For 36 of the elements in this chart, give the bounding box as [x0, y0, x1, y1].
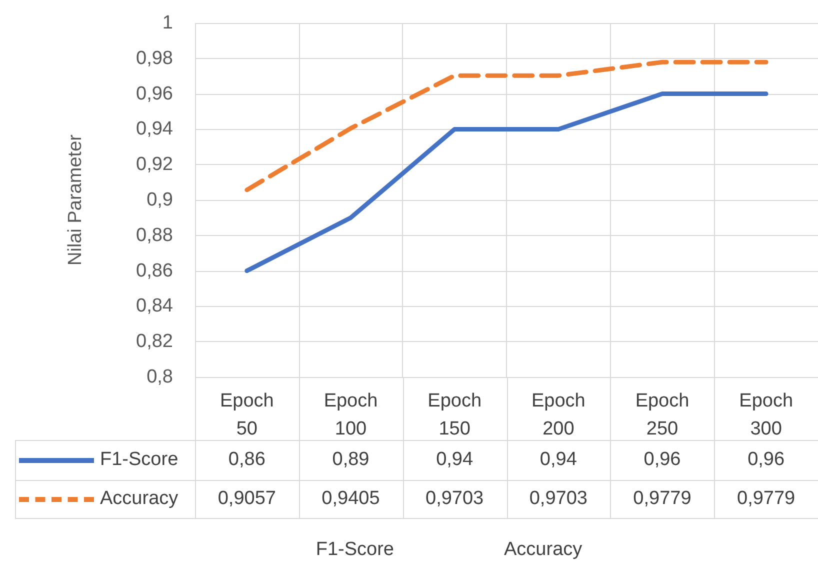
- legend-label: Accuracy: [100, 488, 178, 510]
- data-label: 0,9703: [528, 487, 588, 511]
- data-label: 0,86: [227, 448, 266, 472]
- y-tick-label: 0,84: [136, 296, 174, 317]
- y-tick-label: 0,96: [136, 83, 173, 104]
- data-label: 0,94: [538, 448, 578, 472]
- y-tick-label: 0,88: [136, 224, 173, 246]
- y-tick-label: 0,86: [136, 260, 173, 282]
- y-tick-label: 1: [162, 12, 173, 34]
- x-tick-label: Epoch 50: [220, 390, 274, 440]
- y-tick-label: 0,9: [146, 190, 173, 210]
- x-tick-label: Epoch 100: [324, 390, 378, 440]
- data-label: 0,94: [435, 448, 474, 472]
- y-tick-label: 0,94: [136, 118, 174, 140]
- legend-label: F1-Score: [100, 449, 178, 471]
- line-series: [244, 92, 768, 274]
- y-tick-label: 0,98: [136, 48, 173, 69]
- x-tick-label: Epoch 300: [739, 390, 794, 440]
- y-tick-label: 0,92: [136, 154, 173, 176]
- data-label: 0,96: [746, 448, 786, 472]
- data-label: 0,9779: [632, 487, 692, 511]
- y-tick-label: 0,82: [136, 331, 173, 352]
- text: F1-Score: [316, 539, 394, 560]
- data-label: 0,96: [642, 448, 682, 472]
- data-label: 0,9057: [216, 487, 277, 511]
- y-tick-label: 0,8: [146, 366, 173, 388]
- data-label: 0,9703: [424, 487, 485, 511]
- x-tick-label: Epoch 250: [635, 390, 690, 440]
- text: Accuracy: [504, 539, 582, 560]
- y-axis-title: Nilai Parameter: [65, 134, 86, 266]
- data-label: 0,9779: [736, 487, 796, 511]
- data-label: 0,9405: [320, 487, 381, 511]
- line-series: [244, 60, 768, 192]
- x-tick-label: Epoch 200: [531, 390, 586, 440]
- x-tick-label: Epoch 150: [428, 390, 482, 440]
- data-label: 0,89: [331, 448, 370, 472]
